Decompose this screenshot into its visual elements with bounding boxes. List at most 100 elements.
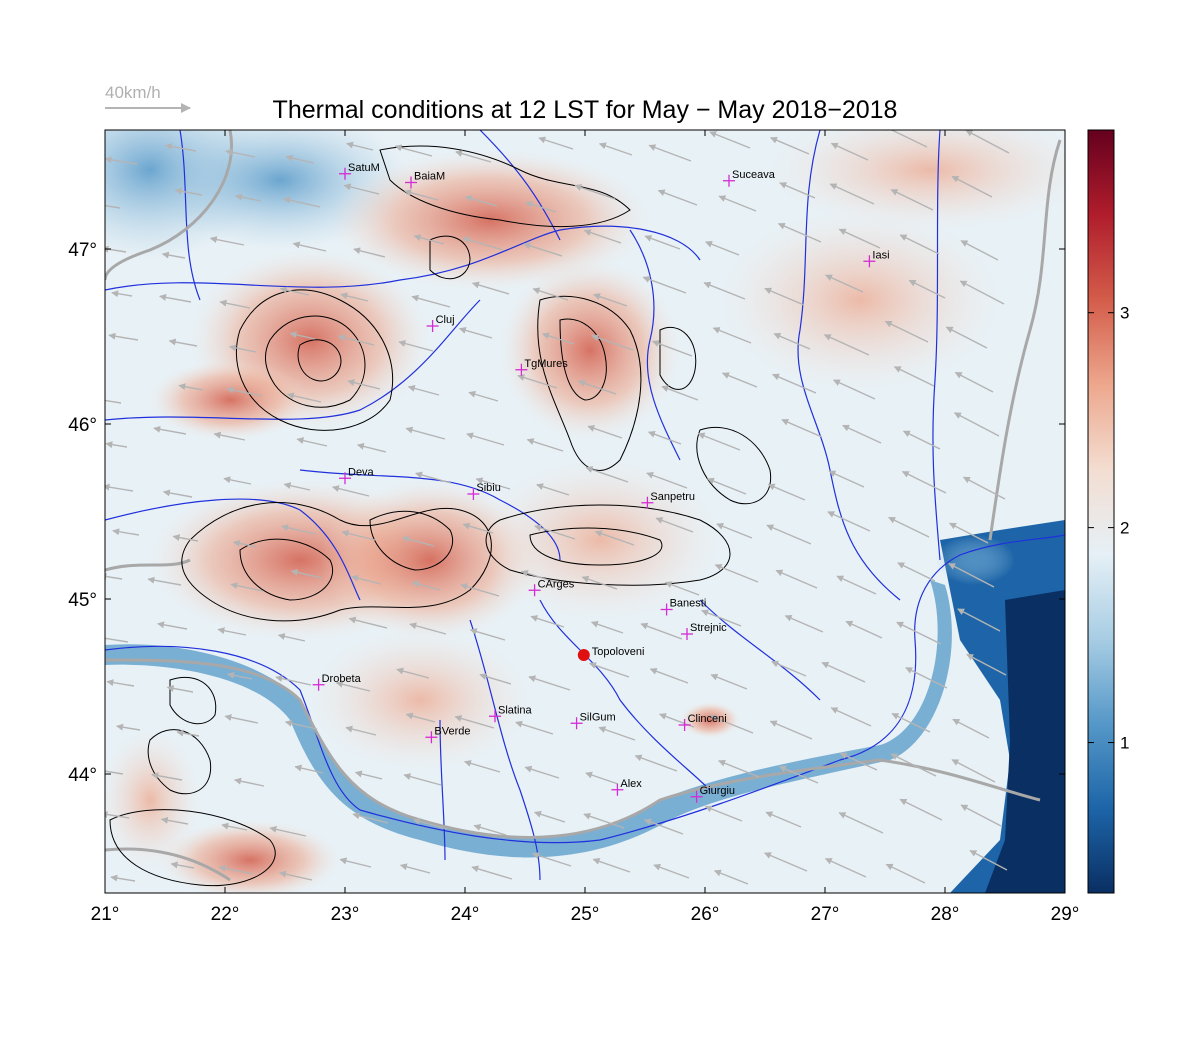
wind-arrow [634, 754, 678, 772]
station-label: Iasi [872, 249, 889, 261]
wind-arrow [902, 430, 941, 450]
wind-arrow [764, 287, 805, 306]
colorbar-tick-label: 3 [1120, 304, 1129, 323]
wind-arrow [415, 471, 452, 484]
colorbar-ticks: 1 2 3 [1088, 304, 1129, 753]
station-alex: Alex [611, 778, 642, 796]
wind-arrow [396, 667, 430, 679]
wind-arrow [112, 528, 140, 536]
wind-arrow [116, 723, 141, 731]
wind-arrow [466, 432, 505, 446]
wind-arrow [285, 154, 315, 164]
wind-arrow [766, 524, 812, 545]
highlight-marker [577, 649, 590, 661]
wind-arrow [353, 247, 386, 258]
wind-arrow [960, 240, 999, 261]
wind-arrow [592, 858, 631, 873]
wind-arrow [460, 583, 500, 597]
station-label: BVerde [434, 725, 470, 737]
wind-arrow [469, 628, 506, 641]
wind-arrow [286, 392, 322, 403]
map-panel [105, 130, 1065, 893]
wind-arrow [407, 385, 440, 396]
wind-arrow [890, 753, 937, 777]
wind-arrow [411, 580, 441, 591]
station-label: Sibiu [476, 482, 500, 494]
wind-arrow [836, 575, 877, 595]
lon-tick-label: 29° [1051, 904, 1080, 925]
station-giurgiu: Giurgiu [690, 785, 735, 803]
wind-arrow [161, 251, 186, 259]
wind-arrow [589, 662, 630, 678]
wind-arrow [337, 334, 375, 346]
station-label: Alex [620, 778, 642, 790]
wind-arrow [838, 812, 884, 834]
wind-arrow [905, 667, 948, 689]
wind-arrow [151, 772, 183, 781]
wind-arrow [405, 426, 446, 440]
wind-arrow [765, 811, 802, 828]
station-silgum: SilGum [570, 711, 616, 730]
station-label: CArges [538, 578, 575, 590]
wind-arrow [178, 383, 204, 391]
lat-tick-label: 44° [68, 765, 97, 786]
wind-arrow [838, 228, 881, 249]
wind-arrow [653, 863, 690, 879]
station-tgmures: TgMures [515, 358, 568, 376]
wind-arrow [468, 390, 499, 402]
lon-tick-label: 25° [571, 904, 600, 925]
wind-arrow [828, 470, 865, 488]
wind-arrow [824, 858, 867, 878]
wind-arrow [341, 530, 376, 541]
station-label: Deva [348, 466, 375, 478]
wind-arrow [647, 430, 682, 445]
wind-arrow [520, 570, 559, 584]
wind-arrow [962, 476, 1006, 500]
wind-arrow [538, 136, 574, 150]
wind-arrow [583, 812, 625, 829]
wind-arrow [296, 437, 328, 447]
wind-arrow [347, 379, 381, 390]
wind-arrow [594, 530, 635, 546]
wind-arrow [105, 204, 121, 209]
figure-title: Thermal conditions at 12 LST for May − M… [273, 96, 898, 124]
wind-arrow [591, 334, 634, 351]
wind-arrow [714, 563, 759, 583]
wind-arrow [949, 522, 989, 544]
station-suceava: Suceava [723, 169, 776, 187]
station-banesti: Banesti [660, 598, 706, 616]
wind-arrow [170, 861, 195, 869]
wind-arrow [524, 765, 560, 779]
wind-arrow [176, 729, 200, 737]
wind-arrow [716, 523, 753, 539]
wind-arrow [821, 661, 866, 683]
station-deva: Deva [339, 466, 375, 485]
wind-arrow [644, 235, 681, 250]
wind-arrow [162, 489, 193, 498]
wind-arrow [583, 229, 622, 244]
wind-arrow [464, 760, 501, 773]
wind-arrow [966, 653, 1007, 676]
wind-arrow [532, 287, 569, 301]
country-borders [105, 130, 1062, 882]
colorbar: 1 2 3 [1087, 129, 1129, 894]
wind-arrow [458, 326, 493, 339]
wind-arrow [951, 175, 993, 198]
wind-arrow [773, 332, 811, 350]
wind-arrow [352, 812, 389, 824]
station-label: Strejnic [690, 622, 727, 634]
wind-arrow [948, 562, 995, 588]
wind-arrow [888, 516, 930, 538]
wind-arrow [908, 279, 946, 299]
wind-arrow [593, 293, 628, 307]
wind-arrow [536, 483, 570, 496]
wind-arrow [464, 195, 498, 207]
station-label: SatuM [348, 162, 380, 174]
wind-arrow [952, 718, 990, 739]
station-iasi: Iasi [863, 249, 890, 268]
wind-arrow [830, 142, 869, 161]
wind-arrow [705, 240, 740, 256]
wind-arrow [523, 242, 563, 257]
wind-arrow [640, 622, 683, 640]
